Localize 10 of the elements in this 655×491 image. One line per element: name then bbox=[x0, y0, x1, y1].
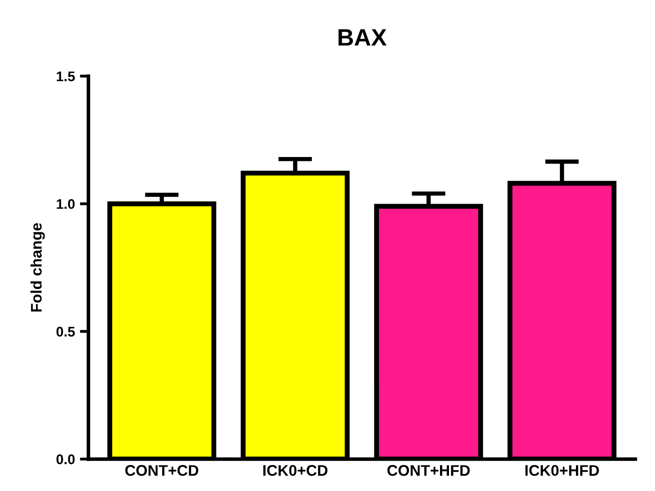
x-tick-label: CONT+HFD bbox=[387, 465, 470, 476]
y-tick-label: 0.0 bbox=[56, 454, 75, 464]
y-axis-title: Fold change bbox=[30, 223, 45, 312]
y-tick-label: 1.0 bbox=[56, 199, 75, 209]
chart-title: BAX bbox=[338, 29, 387, 46]
x-tick-label: ICK0+CD bbox=[263, 465, 328, 476]
x-tick-label: ICK0+HFD bbox=[525, 465, 599, 476]
y-tick-label: 1.5 bbox=[56, 72, 75, 82]
x-tick-label: CONT+CD bbox=[125, 465, 198, 476]
y-tick-label: 0.5 bbox=[56, 326, 75, 337]
